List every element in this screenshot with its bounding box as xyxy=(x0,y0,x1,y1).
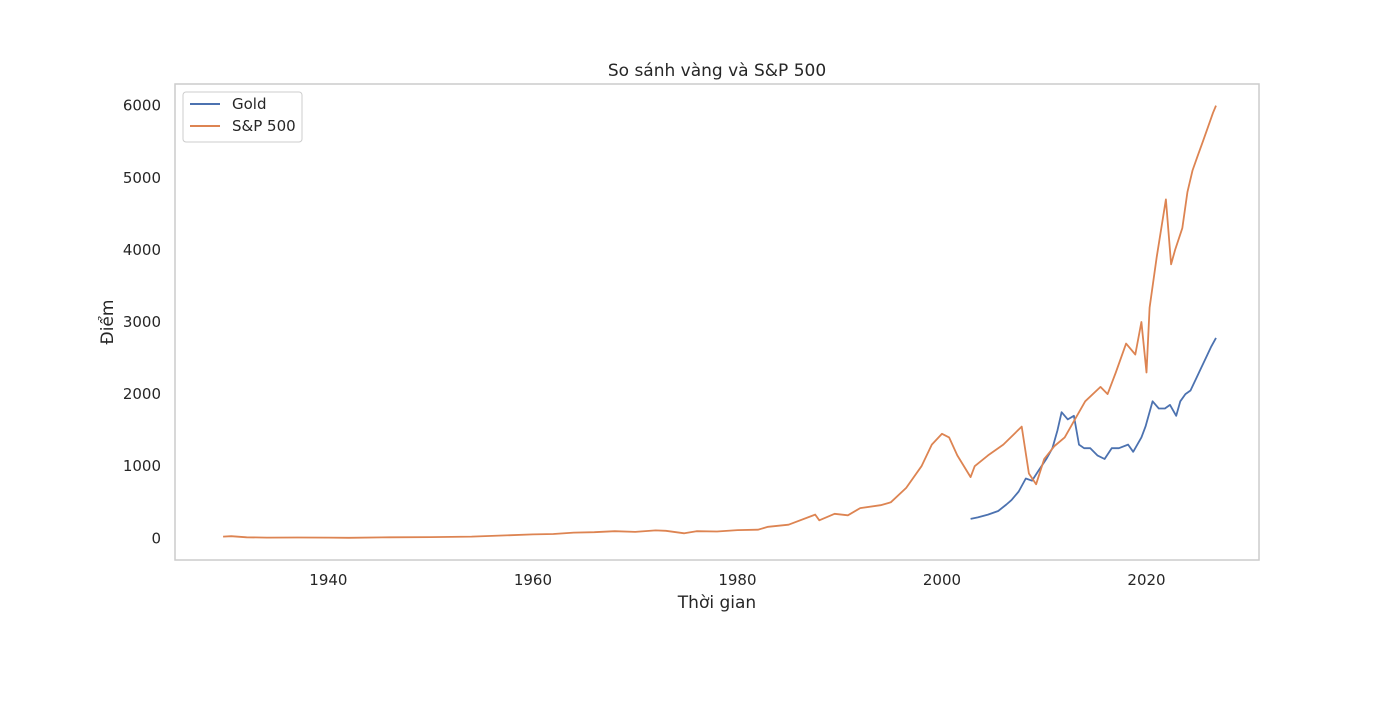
y-axis-ticks: 0 1000 2000 3000 4000 5000 6000 xyxy=(123,97,161,548)
x-tick-label: 1980 xyxy=(718,571,756,589)
x-tick-label: 2020 xyxy=(1127,571,1165,589)
y-tick-label: 4000 xyxy=(123,241,161,259)
y-tick-label: 3000 xyxy=(123,313,161,331)
series-line-0 xyxy=(970,337,1217,520)
legend: Gold S&P 500 xyxy=(182,91,303,143)
x-axis-ticks: 1940 1960 1980 2000 2020 xyxy=(309,571,1165,589)
y-tick-label: 1000 xyxy=(123,457,161,475)
x-tick-label: 2000 xyxy=(923,571,961,589)
y-tick-label: 5000 xyxy=(123,169,161,187)
x-tick-label: 1940 xyxy=(309,571,347,589)
y-axis-title: Điểm xyxy=(97,300,118,345)
x-tick-label: 1960 xyxy=(514,571,552,589)
series-layer xyxy=(223,105,1217,539)
plot-area xyxy=(174,83,1260,561)
chart-title: So sánh vàng và S&P 500 xyxy=(608,61,826,81)
legend-label-1: S&P 500 xyxy=(232,117,296,135)
legend-label-0: Gold xyxy=(232,95,267,113)
y-tick-label: 6000 xyxy=(123,97,161,115)
x-axis-title: Thời gian xyxy=(677,593,756,613)
series-line-1 xyxy=(223,105,1217,539)
y-tick-label: 2000 xyxy=(123,385,161,403)
y-tick-label: 0 xyxy=(151,529,161,547)
